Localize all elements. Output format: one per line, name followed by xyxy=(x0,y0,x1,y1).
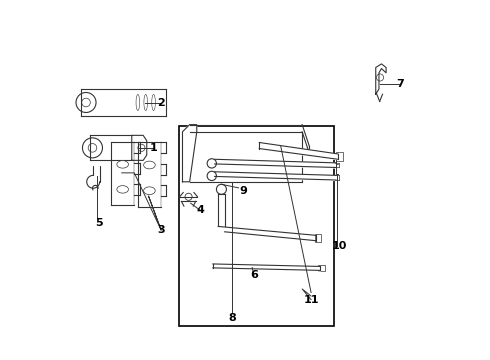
Polygon shape xyxy=(90,135,132,160)
Polygon shape xyxy=(376,64,386,94)
Polygon shape xyxy=(138,143,161,207)
Ellipse shape xyxy=(152,94,155,111)
Ellipse shape xyxy=(144,94,147,111)
Text: 11: 11 xyxy=(303,295,319,305)
Text: 1: 1 xyxy=(150,143,158,153)
Polygon shape xyxy=(81,89,167,116)
Text: 8: 8 xyxy=(229,312,236,323)
Ellipse shape xyxy=(136,94,140,111)
Bar xyxy=(336,153,343,161)
Text: 7: 7 xyxy=(396,78,404,89)
Text: 10: 10 xyxy=(332,241,347,251)
Text: 4: 4 xyxy=(196,205,204,215)
Bar xyxy=(315,234,321,242)
Ellipse shape xyxy=(144,161,155,169)
Bar xyxy=(179,126,334,327)
Text: 3: 3 xyxy=(157,225,165,235)
Text: 2: 2 xyxy=(157,98,165,108)
Text: 9: 9 xyxy=(239,186,247,196)
Ellipse shape xyxy=(117,186,128,193)
Ellipse shape xyxy=(144,187,155,194)
Text: 5: 5 xyxy=(95,218,102,228)
Text: 6: 6 xyxy=(250,270,258,280)
Ellipse shape xyxy=(117,161,128,168)
Polygon shape xyxy=(182,125,197,182)
Bar xyxy=(318,265,325,271)
Polygon shape xyxy=(111,143,134,205)
Polygon shape xyxy=(132,135,147,160)
